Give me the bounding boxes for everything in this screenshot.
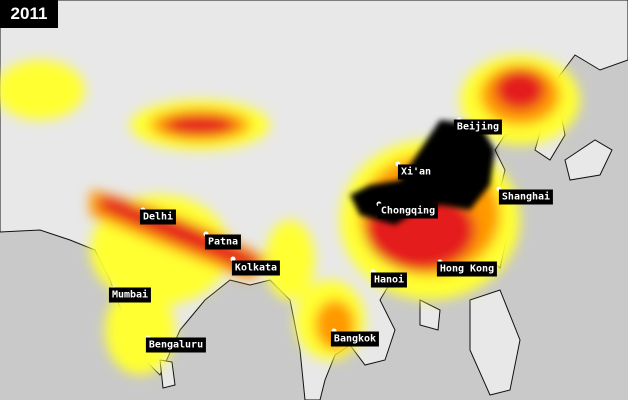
city-dot-kolkata — [230, 256, 236, 262]
city-label-hong-kong: Hong Kong — [436, 261, 498, 277]
city-label-mumbai: Mumbai — [108, 287, 152, 303]
city-label-kolkata: Kolkata — [231, 260, 281, 276]
city-label-shanghai: Shanghai — [498, 189, 554, 205]
city-label-xian: Xi'an — [397, 164, 435, 180]
city-dot-shanghai — [496, 186, 502, 192]
city-dot-bangkok — [331, 328, 337, 334]
city-label-bengaluru: Bengaluru — [145, 337, 207, 353]
city-label-beijing: Beijing — [453, 119, 503, 135]
city-label-hanoi: Hanoi — [370, 272, 408, 288]
city-dot-xian — [395, 161, 401, 167]
city-dot-hanoi — [370, 269, 376, 275]
city-dot-patna — [203, 231, 209, 237]
city-label-bangkok: Bangkok — [330, 331, 380, 347]
city-label-delhi: Delhi — [139, 209, 177, 225]
year-label: 2011 — [0, 0, 58, 28]
city-label-chongqing: Chongqing — [377, 203, 439, 219]
city-label-patna: Patna — [204, 234, 242, 250]
